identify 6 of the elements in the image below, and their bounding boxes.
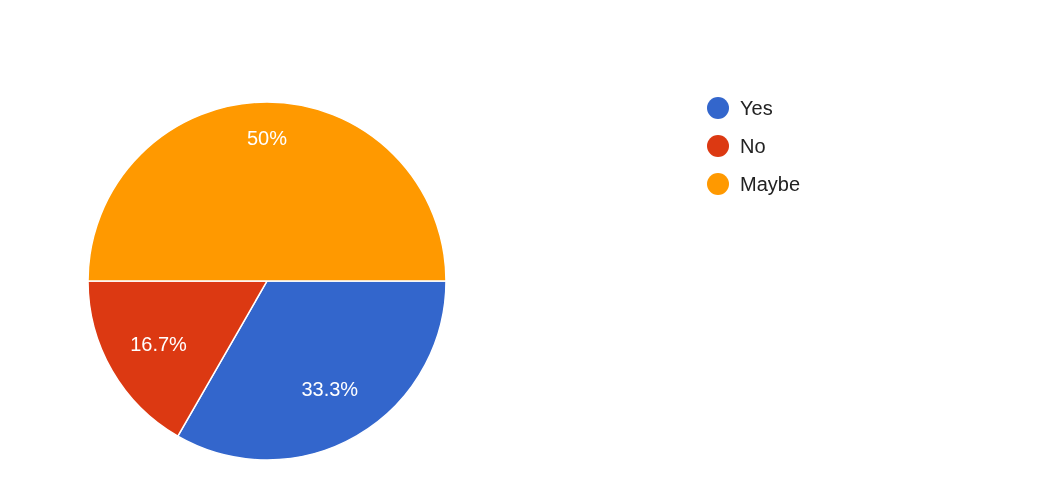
legend-label: Yes	[740, 97, 773, 119]
data-label: 50%	[246, 126, 288, 149]
data-label: 33.3%	[301, 378, 359, 401]
legend-label: No	[740, 135, 766, 157]
legend-label: Maybe	[740, 173, 801, 195]
data-label: 16.7%	[130, 332, 188, 355]
